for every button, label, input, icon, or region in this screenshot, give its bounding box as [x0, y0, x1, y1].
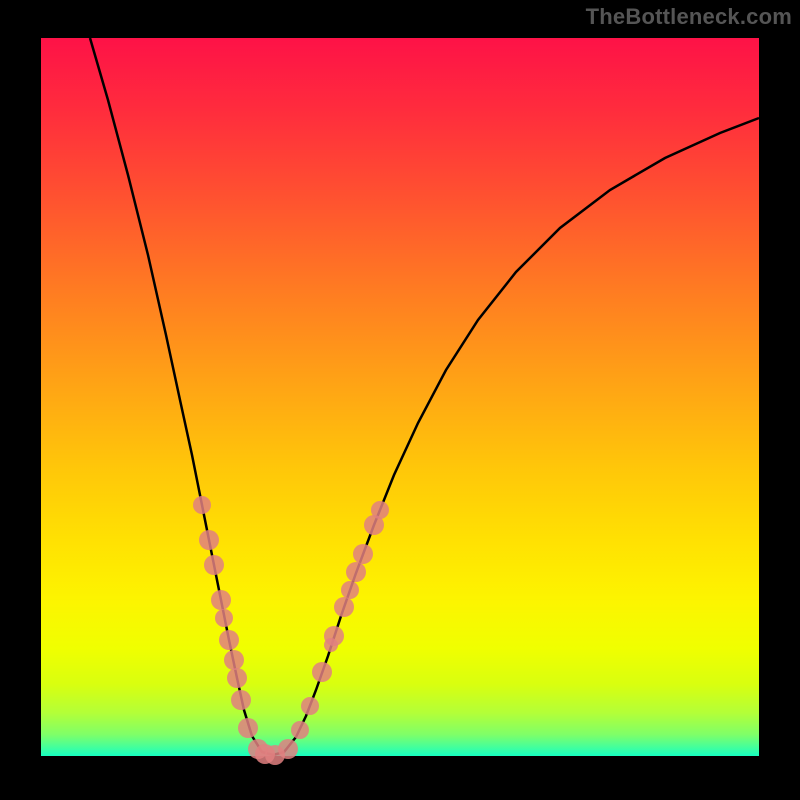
- chart-container: { "meta": { "watermark": "TheBottleneck.…: [0, 0, 800, 800]
- marker-dot: [199, 530, 219, 550]
- marker-dot: [193, 496, 211, 514]
- marker-dot: [238, 718, 258, 738]
- marker-dot: [334, 597, 354, 617]
- marker-dot: [215, 609, 233, 627]
- marker-dot: [219, 630, 239, 650]
- marker-dot: [224, 650, 244, 670]
- marker-dot: [291, 721, 309, 739]
- marker-dot: [231, 690, 251, 710]
- marker-dot: [346, 562, 366, 582]
- marker-dot: [324, 626, 344, 646]
- plot-background: [41, 38, 759, 756]
- marker-dot: [278, 739, 298, 759]
- marker-dot: [211, 590, 231, 610]
- marker-dot: [227, 668, 247, 688]
- marker-dot: [353, 544, 373, 564]
- marker-dot: [301, 697, 319, 715]
- bottleneck-chart: [0, 0, 800, 800]
- marker-dot: [204, 555, 224, 575]
- marker-dot: [312, 662, 332, 682]
- marker-dot: [371, 501, 389, 519]
- marker-dot: [341, 581, 359, 599]
- watermark-text: TheBottleneck.com: [586, 4, 792, 30]
